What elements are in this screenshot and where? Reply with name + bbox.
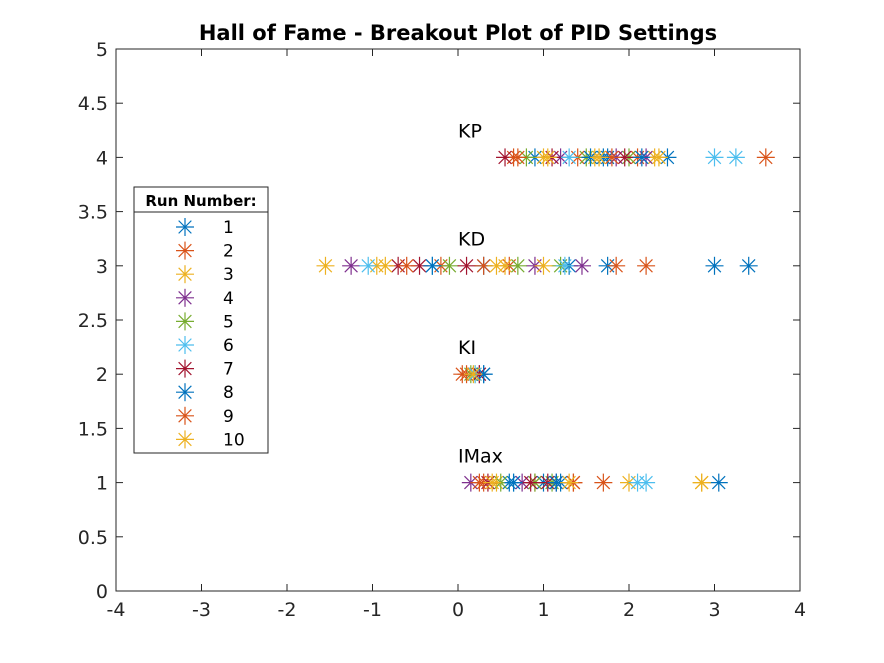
legend-marker-8 xyxy=(176,383,194,402)
legend-label-10: 10 xyxy=(223,430,245,450)
annotation-kd: KD xyxy=(458,229,485,251)
series-6-point-3 xyxy=(726,148,745,167)
series-4-point-4 xyxy=(342,256,361,275)
series-10-point-9 xyxy=(560,473,579,492)
series-10-point-10 xyxy=(692,473,711,492)
legend-box xyxy=(133,186,269,454)
legend-marker-4 xyxy=(176,288,194,307)
series-9-point-7 xyxy=(453,365,472,384)
series-9-point-3 xyxy=(756,148,775,167)
legend-label-8: 8 xyxy=(223,383,234,403)
annotation-imax: IMax xyxy=(458,446,503,468)
y-tick-label: 4.5 xyxy=(78,93,108,115)
x-tick-label: 1 xyxy=(537,599,549,621)
legend-label-4: 4 xyxy=(223,289,234,309)
x-tick-label: -2 xyxy=(278,599,297,621)
series-9-point-10 xyxy=(594,473,613,492)
series-10-point-1 xyxy=(538,148,557,167)
series-9-point-4 xyxy=(397,256,416,275)
y-tick-label: 3 xyxy=(96,256,108,278)
legend-label-1: 1 xyxy=(223,218,234,238)
y-tick-label: 5 xyxy=(96,39,108,61)
annotation-kp: KP xyxy=(458,120,482,142)
series-6-point-6 xyxy=(555,256,574,275)
series-6-point-10 xyxy=(628,473,647,492)
legend-marker-2 xyxy=(176,241,194,260)
x-tick-label: 0 xyxy=(452,599,464,621)
series-8-point-3 xyxy=(632,148,651,167)
series-8-point-8 xyxy=(504,473,523,492)
series-6-point-1 xyxy=(560,148,579,167)
series-3-point-4 xyxy=(316,256,335,275)
legend-marker-1 xyxy=(176,218,194,236)
y-tick-label: 2.5 xyxy=(78,310,108,332)
series-6-point-2 xyxy=(705,148,724,167)
series-8-point-7 xyxy=(474,365,493,384)
legend-marker-6 xyxy=(176,336,194,354)
series-9-point-6 xyxy=(607,256,626,275)
legend-label-7: 7 xyxy=(223,360,234,380)
series-8-point-4 xyxy=(423,256,442,275)
axes: -4 -3 -2 -1 0 1 2 3 4 0 0.5 1 1.5 2 2.5 3 3.5 4 4.5 5 xyxy=(78,39,806,621)
series-10-point-3 xyxy=(649,148,668,167)
series-10-point-6 xyxy=(534,256,553,275)
x-tick-label: -3 xyxy=(192,599,211,621)
x-tick-label: 2 xyxy=(623,599,635,621)
series-10-point-8 xyxy=(483,473,502,492)
x-tick-label: 3 xyxy=(708,599,720,621)
legend-marker-9 xyxy=(176,406,194,425)
legend-label-2: 2 xyxy=(223,242,234,262)
legend-label-3: 3 xyxy=(223,265,234,285)
series-2-point-6 xyxy=(637,256,656,275)
series-8-point-6 xyxy=(705,256,724,275)
y-tick-label: 1.5 xyxy=(78,418,108,440)
series-10-point-7 xyxy=(464,365,483,384)
series-1-point-6 xyxy=(739,256,758,275)
chart-title: Hall of Fame - Breakout Plot of PID Sett… xyxy=(199,21,717,45)
legend-marker-5 xyxy=(176,312,194,331)
legend-title: Run Number: xyxy=(145,192,256,210)
series-7-point-9 xyxy=(521,473,540,492)
series-7-point-6 xyxy=(457,256,476,275)
series-5-point-4 xyxy=(440,256,459,275)
y-tick-label: 4 xyxy=(96,147,108,169)
series-10-point-2 xyxy=(590,148,609,167)
x-tick-label: -4 xyxy=(107,599,126,621)
series-6-point-4 xyxy=(359,256,378,275)
x-tick-label: -1 xyxy=(363,599,382,621)
legend-label-9: 9 xyxy=(223,407,234,427)
series-4-point-6 xyxy=(572,256,591,275)
legend: Run Number: 1 2 3 4 5 6 7 8 9 10 xyxy=(133,186,269,454)
legend-label-6: 6 xyxy=(223,336,234,356)
x-tick-label: 4 xyxy=(794,599,806,621)
series-1-point-10 xyxy=(709,473,728,492)
legend-marker-7 xyxy=(176,359,194,378)
series-9-point-1 xyxy=(508,148,527,167)
y-tick-label: 3.5 xyxy=(78,202,108,224)
legend-label-5: 5 xyxy=(223,312,234,332)
data-marks xyxy=(316,148,775,492)
y-tick-label: 0 xyxy=(96,581,108,603)
annotations: KP KD KI IMax xyxy=(458,120,503,467)
series-10-point-5 xyxy=(487,256,506,275)
y-tick-label: 1 xyxy=(96,473,108,495)
series-10-point-4 xyxy=(376,256,395,275)
y-tick-label: 0.5 xyxy=(78,527,108,549)
annotation-ki: KI xyxy=(458,337,476,359)
y-tick-label: 2 xyxy=(96,364,108,386)
legend-marker-10 xyxy=(176,430,194,449)
series-5-point-5 xyxy=(508,256,527,275)
legend-marker-3 xyxy=(176,265,194,284)
